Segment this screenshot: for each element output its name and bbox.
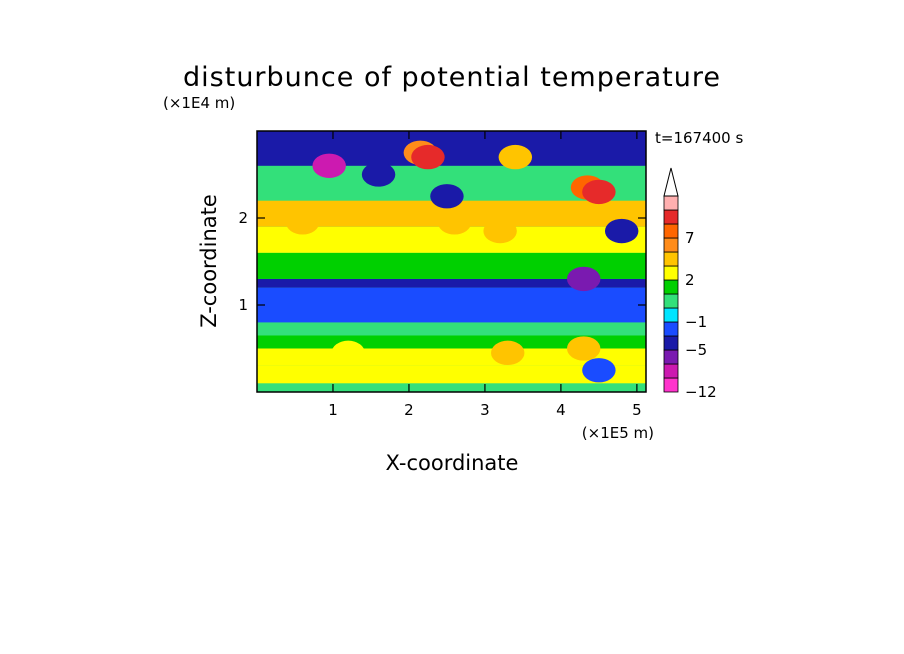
field-feature-11 xyxy=(316,201,350,226)
colorbar-label--1: −1 xyxy=(685,313,707,331)
colorbar-swatch-12 xyxy=(663,209,679,225)
field-feature-3 xyxy=(411,144,445,170)
colorbar-swatch-0 xyxy=(663,377,679,393)
x-tick-label-3: 3 xyxy=(480,401,490,419)
field-feature-4 xyxy=(430,184,464,209)
field-feature-18 xyxy=(491,340,525,366)
colorbar-swatch-7 xyxy=(663,279,679,295)
colorbar-swatch-3 xyxy=(663,335,679,351)
chart-title: disturbunce of potential temperature xyxy=(183,62,721,93)
x-unit-label: (×1E5 m) xyxy=(582,424,654,442)
x-axis-ticks: 1 2 3 4 5 xyxy=(328,131,642,419)
colorbar-swatch-6 xyxy=(663,293,679,309)
colorbar: 7 2 −1 −5 −12 xyxy=(663,167,717,401)
colorbar-swatch-8 xyxy=(663,265,679,281)
y-axis-title: Z-coordinate xyxy=(197,194,221,328)
colorbar-swatch-2 xyxy=(663,349,679,365)
x-tick-label-5: 5 xyxy=(632,401,642,419)
field-band-5 xyxy=(257,287,646,323)
colorbar-swatch-13 xyxy=(663,195,679,211)
field-feature-10 xyxy=(285,210,320,235)
field-band-1 xyxy=(257,365,646,384)
y-axis-ticks: 12 xyxy=(238,209,646,314)
colorbar-label--12: −12 xyxy=(685,383,717,401)
field-feature-12 xyxy=(437,210,472,235)
y-tick-label-2: 2 xyxy=(238,209,248,227)
time-label: t=167400 s xyxy=(655,129,743,147)
colorbar-swatch-11 xyxy=(663,223,679,239)
y-tick-label-1: 1 xyxy=(238,296,248,314)
x-tick-label-4: 4 xyxy=(556,401,566,419)
plot-area xyxy=(257,131,646,392)
field-feature-15 xyxy=(566,336,601,361)
colorbar-label--5: −5 xyxy=(685,341,707,359)
field-feature-17 xyxy=(331,340,365,366)
x-tick-label-1: 1 xyxy=(328,401,338,419)
field-band-0 xyxy=(257,383,646,392)
colorbar-swatch-1 xyxy=(663,363,679,379)
field-feature-16 xyxy=(582,358,616,383)
colorbar-label-2: 2 xyxy=(685,271,695,289)
field-band-6 xyxy=(257,278,646,288)
field-feature-8 xyxy=(582,179,616,205)
y-unit-label: (×1E4 m) xyxy=(163,94,235,112)
colorbar-swatch-4 xyxy=(663,321,679,337)
field-feature-9 xyxy=(604,218,639,244)
colorbar-label-7: 7 xyxy=(685,229,695,247)
field-feature-14 xyxy=(566,266,601,292)
colorbar-swatch-10 xyxy=(663,237,679,253)
field-feature-1 xyxy=(361,162,396,187)
field-feature-6 xyxy=(551,131,586,157)
field-band-4 xyxy=(257,322,646,336)
field-feature-0 xyxy=(312,153,346,178)
colorbar-swatch-5 xyxy=(663,307,679,323)
field-features xyxy=(285,131,639,383)
plot-frame xyxy=(256,130,647,393)
x-axis-title: X-coordinate xyxy=(386,451,519,475)
field-feature-13 xyxy=(483,218,517,244)
x-tick-label-2: 2 xyxy=(404,401,414,419)
colorbar-extend-arrow xyxy=(663,167,679,197)
colorbar-swatch-9 xyxy=(663,251,679,267)
field-feature-5 xyxy=(498,144,533,170)
